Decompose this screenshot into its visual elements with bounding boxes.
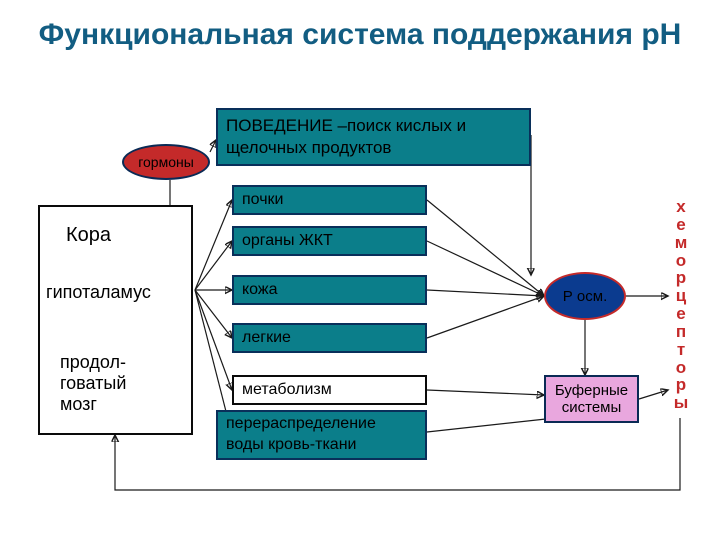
metabolism-text: метаболизм [242,381,332,399]
page-title: Функциональная система поддержания рН [0,18,720,52]
brain-block: Кора гипоталамус продол- говатый мозг [38,205,193,435]
lungs-box: легкие [232,323,427,353]
cortex-label: Кора [66,224,111,247]
buffer-text: Буферные системы [554,382,629,416]
buffer-box: Буферные системы [544,375,639,423]
gi-text: органы ЖКТ [242,232,333,250]
redistribution-text: перераспределение воды кровь-ткани [226,414,417,456]
kidneys-box: почки [232,185,427,215]
p-osm-text: Р осм. [563,288,608,305]
redistribution-box: перераспределение воды кровь-ткани [216,410,427,460]
medulla-label: продол- говатый мозг [60,352,126,415]
hormones-ellipse: гормоны [122,144,210,180]
skin-text: кожа [242,281,278,299]
behavior-text: ПОВЕДЕНИЕ –поиск кислых и щелочных проду… [226,115,521,159]
skin-box: кожа [232,275,427,305]
gi-box: органы ЖКТ [232,226,427,256]
metabolism-box: метаболизм [232,375,427,405]
receptors-vertical: хеморцепторы [672,198,690,412]
hormones-text: гормоны [138,154,194,170]
kidneys-text: почки [242,191,283,209]
hypothalamus-label: гипоталамус [46,282,151,303]
lungs-text: легкие [242,329,291,347]
p-osm-ellipse: Р осм. [544,272,626,320]
behavior-box: ПОВЕДЕНИЕ –поиск кислых и щелочных проду… [216,108,531,166]
